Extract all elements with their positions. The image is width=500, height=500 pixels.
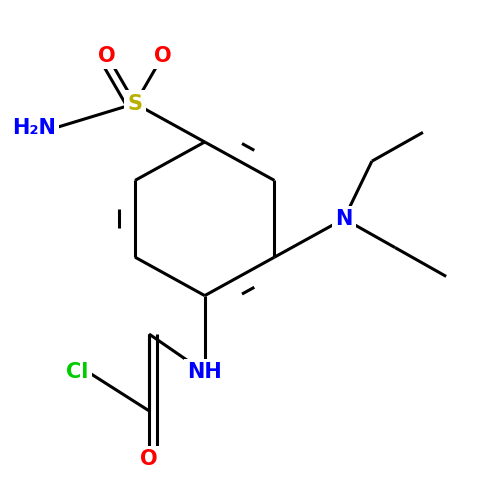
Text: S: S	[128, 94, 142, 114]
Text: N: N	[336, 209, 352, 229]
Text: O: O	[140, 449, 158, 469]
Text: O: O	[98, 46, 116, 66]
Text: H₂N: H₂N	[12, 118, 56, 138]
Text: Cl: Cl	[66, 362, 88, 382]
Text: NH: NH	[188, 362, 222, 382]
Text: O: O	[154, 46, 172, 66]
